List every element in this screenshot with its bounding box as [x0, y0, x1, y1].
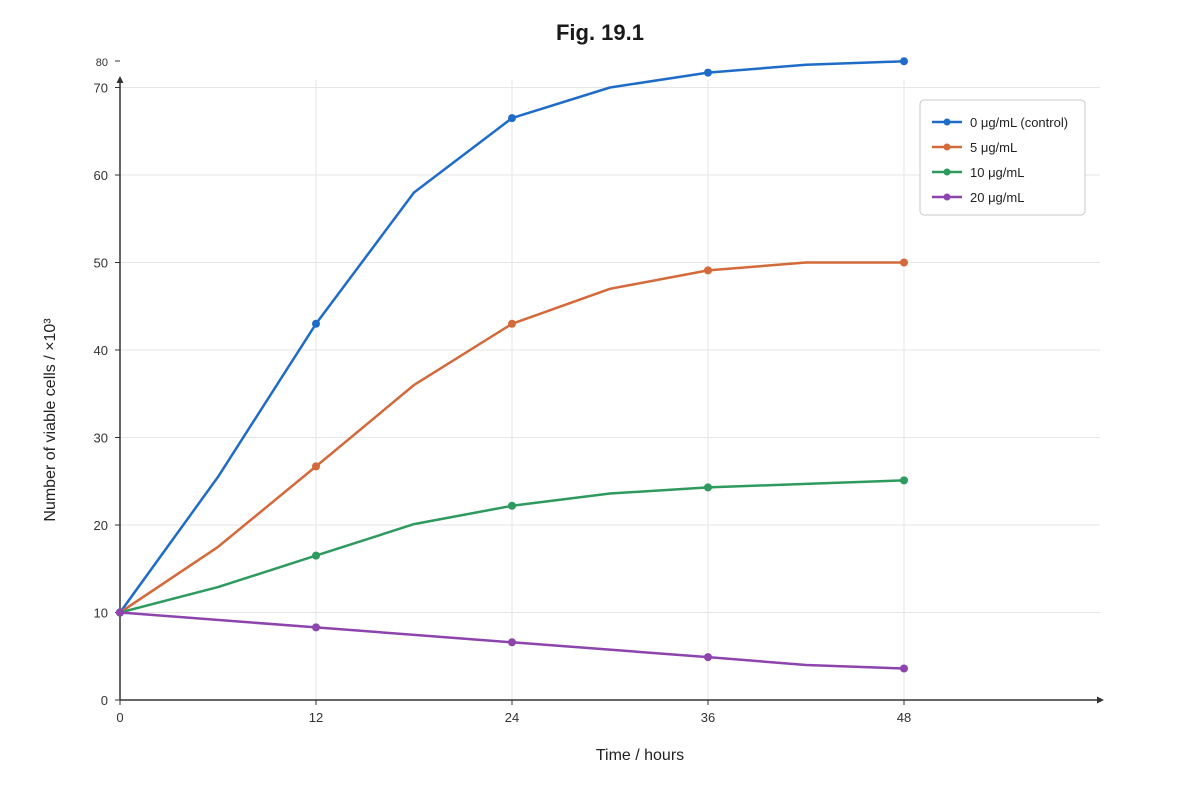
y-tick-label: 70 — [94, 81, 108, 96]
data-point — [704, 653, 712, 662]
x-axis-arrow-icon — [1097, 696, 1104, 704]
x-tick-label: 24 — [505, 710, 519, 725]
legend-swatch-marker — [943, 168, 951, 176]
data-point — [704, 68, 712, 77]
x-tick-label: 36 — [701, 710, 715, 725]
legend-swatch-marker — [943, 193, 951, 201]
data-point — [704, 483, 712, 492]
data-point — [312, 551, 320, 560]
legend-label: 10 μg/mL — [970, 165, 1024, 180]
data-point — [312, 623, 320, 632]
data-point — [900, 258, 908, 267]
series-line — [119, 611, 905, 670]
y-tick-label: 60 — [94, 168, 108, 183]
data-point — [900, 476, 908, 485]
data-point — [312, 319, 320, 328]
data-point — [312, 462, 320, 471]
x-axis-label: Time / hours — [596, 747, 684, 764]
legend-label: 0 μg/mL (control) — [970, 115, 1068, 130]
y-axis-ticks: 0 10 20 30 40 50 60 70 — [94, 81, 120, 708]
legend-label: 5 μg/mL — [970, 140, 1017, 155]
legend-entry: 5 μg/mL — [932, 140, 1017, 155]
data-point — [508, 114, 516, 123]
legend: 0 μg/mL (control) 5 μg/mL 10 μg/mL 20 μg/mL — [919, 99, 1086, 216]
series-layer — [116, 57, 908, 673]
y-tick-label: 30 — [94, 431, 108, 446]
y-tick-label: 50 — [94, 256, 108, 271]
y-tick-label: 0 — [101, 693, 108, 708]
data-point — [116, 608, 124, 617]
legend-entry: 20 μg/mL — [932, 190, 1024, 205]
data-point — [900, 664, 908, 673]
y-tick-label: 10 — [94, 606, 108, 621]
data-point — [508, 319, 516, 328]
data-point — [508, 638, 516, 647]
legend-entry: 0 μg/mL (control) — [932, 115, 1068, 130]
series-3 — [116, 608, 908, 673]
y-tick-label: 40 — [94, 343, 108, 358]
x-axis-ticks: 0 12 24 36 48 — [116, 700, 911, 725]
chart-title: Fig. 19.1 — [556, 20, 644, 45]
legend-box — [919, 99, 1086, 216]
data-point — [508, 501, 516, 510]
legend-swatch-marker — [943, 143, 951, 151]
y-tick-label: 20 — [94, 518, 108, 533]
y-axis-label: Number of viable cells / ×10³ — [42, 318, 59, 522]
x-tick-label: 12 — [309, 710, 323, 725]
legend-entry: 10 μg/mL — [932, 165, 1024, 180]
y-tick-label-extra: 80 — [96, 57, 108, 69]
x-tick-label: 0 — [116, 710, 123, 725]
legend-label: 20 μg/mL — [970, 190, 1024, 205]
data-point — [900, 57, 908, 66]
data-point — [704, 266, 712, 275]
y-axis-arrow-icon — [116, 76, 124, 83]
x-tick-label: 48 — [897, 710, 911, 725]
legend-swatch-marker — [943, 118, 951, 126]
